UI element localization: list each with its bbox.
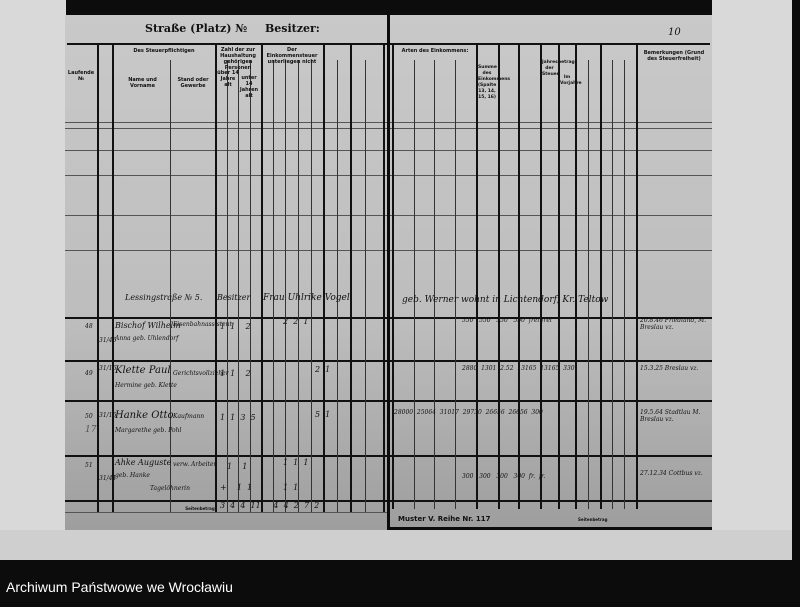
left-page: Straße (Platz) № Besitzer: Laufende № De… [65, 15, 387, 530]
row-street-name: Lessingstraße № 5. [125, 293, 203, 302]
page-total-label: Seitenbetrag [185, 506, 215, 511]
header-taxpayer: Des Steuerpflichtigen [133, 48, 195, 54]
row-street-status: Besitzer [217, 293, 251, 302]
header-tax: Jahresbetrag der Steuer [542, 60, 575, 77]
row-sub-counts: + 1 1 [220, 483, 253, 492]
scanner-bed-right [712, 0, 792, 560]
header-year: Im Vorjahre [560, 75, 582, 86]
row-status: Eisenbahnassistent [173, 321, 232, 328]
row-no: 49 [85, 370, 93, 377]
right-page: 10 Arten des Einkommens: Summe des Einko… [390, 15, 712, 527]
row-remark: 19.5.64 Stadtlau M. Breslau vz. [640, 409, 701, 423]
row-status: Kaufmann [173, 413, 205, 420]
header-name: Name und Vorname [128, 77, 157, 89]
row-side: 2 2 1 [283, 317, 309, 326]
row-remark: 27.12.34 Cottbus vz. [640, 470, 703, 477]
row-remark: 15.3.25 Breslau vz. [640, 365, 699, 372]
page-totals: 3 4 4 11 4 4 2 7 2 [220, 501, 320, 510]
row-side: 2 1 [315, 365, 331, 374]
header-under14: unter 14 Jahren alt [239, 75, 259, 99]
street-title: Straße (Platz) № [145, 22, 248, 35]
row-name-2: Margarethe geb. Pohl [115, 427, 182, 434]
form-note: Muster V. Reihe Nr. 117 [398, 515, 491, 523]
row-counts: 1 1 3 5 [220, 413, 256, 422]
row-date: 31/16 [99, 412, 117, 419]
row-name: Ahke Auguste [115, 458, 172, 467]
row-sub-status: Tagelöhnerin [150, 485, 190, 492]
header-income: Arten des Einkommens: [401, 48, 469, 54]
row-side: 1 1 1 [283, 458, 309, 467]
row-name: Klette Paul [115, 365, 171, 376]
row-name-2: geb. Hanke [115, 472, 150, 479]
scanner-bed-bottom [0, 530, 792, 560]
row-date: 31/41 [99, 475, 117, 482]
row-no: 51 [85, 462, 93, 469]
header-income-sources: Der Einkommensteuer unterliegen nicht [266, 47, 318, 65]
header-total: Summe des Einkommens (Spalte 13, 14, 15,… [478, 65, 511, 100]
header-row-no: Laufende № [67, 70, 95, 82]
header-status: Stand oder Gewerbe [177, 77, 209, 89]
row-values: 28000 25064 31017 29730 26656 26656 300 [394, 409, 543, 416]
row-no: 48 [85, 323, 93, 330]
row-no: 50 [85, 413, 93, 420]
row-remark: 20.8.46 Friedland, M. Breslau vz. [640, 317, 707, 331]
row-values: 2880 1301 2.52 13165 13165 330 [462, 365, 575, 372]
row-side: 5 1 [315, 410, 331, 419]
owner-label: Besitzer: [265, 22, 320, 35]
row-counts: 1 1 2 [220, 322, 251, 331]
row-status: Gerichtsvollzieher [173, 370, 229, 377]
row-sub-side: 1 1 [283, 483, 299, 492]
header-persons: Zahl der zur Haushaltung gehörigen Perso… [220, 47, 256, 71]
row-note: geb. Werner wohnt in Lichtendorf, Kr. Te… [402, 295, 609, 305]
row-counts: 1 1 [227, 462, 248, 471]
row-counts: 1 1 2 [220, 369, 251, 378]
scanner-bed-left [0, 0, 66, 560]
header-over14: über 14 Jahre alt [217, 70, 239, 88]
row-date: 31/16 [99, 365, 117, 372]
header-remarks: Bemerkungen (Grund des Steuerfreiheit) [643, 50, 705, 62]
row-name: Hanke Otto [115, 410, 174, 421]
row-extra-no: 17 [85, 425, 97, 435]
row-values: 300 300 300 300 fr. fr. [462, 473, 546, 480]
page-total-label: Seitenbetrag [578, 517, 608, 522]
row-date: 31/46 [99, 337, 117, 344]
row-street-extra: Frau Uhlrike Vogel [263, 293, 350, 303]
row-name-2: Hermine geb. Klette [115, 382, 177, 389]
page-number: 10 [668, 27, 681, 38]
row-name: Bischof Wilhelm [115, 321, 181, 330]
archive-caption: Archiwum Państwowe we Wrocławiu [6, 579, 233, 595]
row-status: verw. Arbeiter [173, 461, 217, 468]
row-values: 550 550 550 550 frei frei [462, 317, 552, 324]
row-name-2: Anna geb. Uhlendorf [115, 335, 179, 342]
